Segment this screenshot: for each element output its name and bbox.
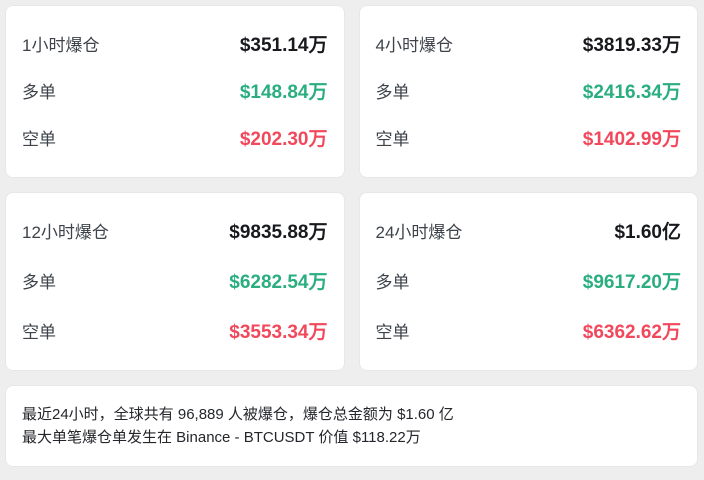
card-total-value: $351.14万 xyxy=(239,35,328,56)
long-value: $6282.54万 xyxy=(229,272,328,293)
long-label: 多单 xyxy=(375,273,410,292)
card-title: 24小时爆仓 xyxy=(375,223,463,242)
card-24h-liquidation: 24小时爆仓 $1.60亿 多单 $9617.20万 空单 $6362.62万 xyxy=(358,192,698,371)
short-label: 空单 xyxy=(375,323,410,342)
long-value: $9617.20万 xyxy=(582,272,681,293)
short-row: 空单 $6362.62万 xyxy=(376,317,682,344)
card-total-value: $1.60亿 xyxy=(614,222,681,243)
short-value: $202.30万 xyxy=(239,129,328,150)
card-title: 1小时爆仓 xyxy=(22,36,100,55)
short-label: 空单 xyxy=(375,130,410,149)
summary-line-2: 最大单笔爆仓单发生在 Binance - BTCUSDT 价值 $118.22万 xyxy=(22,429,421,446)
short-row: 空单 $1402.99万 xyxy=(376,124,682,151)
long-value: $2416.34万 xyxy=(582,82,681,103)
long-row: 多单 $9617.20万 xyxy=(376,267,682,294)
long-row: 多单 $148.84万 xyxy=(22,77,328,104)
stats-card-grid: 1小时爆仓 $351.14万 多单 $148.84万 空单 $202.30万 4… xyxy=(5,5,698,371)
card-1h-liquidation: 1小时爆仓 $351.14万 多单 $148.84万 空单 $202.30万 xyxy=(5,5,345,178)
long-label: 多单 xyxy=(22,273,56,292)
short-label: 空单 xyxy=(22,323,56,342)
short-value: $3553.34万 xyxy=(229,322,328,343)
long-label: 多单 xyxy=(22,83,56,102)
card-total-value: $3819.33万 xyxy=(582,35,681,56)
card-total-value: $9835.88万 xyxy=(229,222,328,243)
long-value: $148.84万 xyxy=(239,82,328,103)
short-row: 空单 $3553.34万 xyxy=(22,317,328,344)
short-label: 空单 xyxy=(22,130,56,149)
summary-bar: 最近24小时，全球共有 96,889 人被爆仓，爆仓总金额为 $1.60 亿 最… xyxy=(5,385,698,467)
short-row: 空单 $202.30万 xyxy=(22,124,328,151)
card-4h-liquidation: 4小时爆仓 $3819.33万 多单 $2416.34万 空单 $1402.99… xyxy=(358,5,698,178)
card-12h-liquidation: 12小时爆仓 $9835.88万 多单 $6282.54万 空单 $3553.3… xyxy=(5,192,345,371)
card-header-row: 24小时爆仓 $1.60亿 xyxy=(376,217,682,244)
short-value: $1402.99万 xyxy=(582,129,681,150)
card-header-row: 4小时爆仓 $3819.33万 xyxy=(376,30,682,57)
card-header-row: 12小时爆仓 $9835.88万 xyxy=(22,217,328,244)
long-row: 多单 $2416.34万 xyxy=(376,77,682,104)
short-value: $6362.62万 xyxy=(582,322,681,343)
card-title: 12小时爆仓 xyxy=(22,223,109,242)
card-title: 4小时爆仓 xyxy=(375,36,453,55)
summary-line-1: 最近24小时，全球共有 96,889 人被爆仓，爆仓总金额为 $1.60 亿 xyxy=(22,406,454,423)
long-label: 多单 xyxy=(375,83,410,102)
card-header-row: 1小时爆仓 $351.14万 xyxy=(22,30,328,57)
long-row: 多单 $6282.54万 xyxy=(22,267,328,294)
